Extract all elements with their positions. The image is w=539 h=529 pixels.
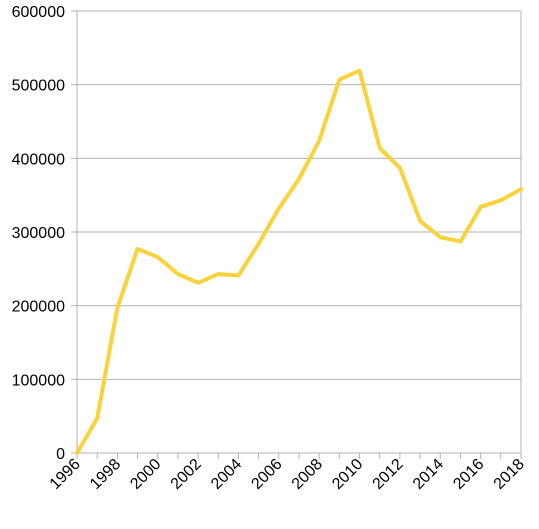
axes bbox=[71, 10, 522, 459]
x-tick-label: 2016 bbox=[450, 456, 487, 493]
y-tick-label: 100000 bbox=[12, 372, 65, 389]
x-axis-tick-labels: 1996 1998 2000 2002 2004 2006 2008 2010 2012 2014… bbox=[47, 456, 528, 493]
y-tick-label: 400000 bbox=[12, 151, 65, 168]
y-axis-tick-labels: 0 100000 200000 300000 400000 500000 600000 bbox=[12, 4, 65, 463]
y-tick-label: 200000 bbox=[12, 299, 65, 316]
y-tick-label: 600000 bbox=[12, 4, 65, 21]
x-tick-label: 1998 bbox=[87, 456, 124, 493]
x-tick-label: 2012 bbox=[370, 456, 407, 493]
gridlines bbox=[77, 10, 521, 454]
series-lines bbox=[75, 68, 523, 455]
x-tick-label: 2000 bbox=[127, 456, 164, 493]
x-tick-label: 1996 bbox=[47, 456, 84, 493]
x-tick-label: 2002 bbox=[168, 456, 205, 493]
x-tick-label: 2018 bbox=[491, 456, 528, 493]
x-tick-label: 2010 bbox=[329, 456, 366, 493]
y-tick-label: 500000 bbox=[12, 78, 65, 95]
x-tick-label: 2004 bbox=[208, 456, 245, 493]
y-tick-label: 300000 bbox=[12, 225, 65, 242]
x-tick-label: 2006 bbox=[248, 456, 285, 493]
x-tick-label: 2014 bbox=[410, 456, 447, 493]
y-tick-label: 0 bbox=[56, 446, 65, 463]
series-line bbox=[75, 68, 523, 455]
x-tick-label: 2008 bbox=[289, 456, 326, 493]
